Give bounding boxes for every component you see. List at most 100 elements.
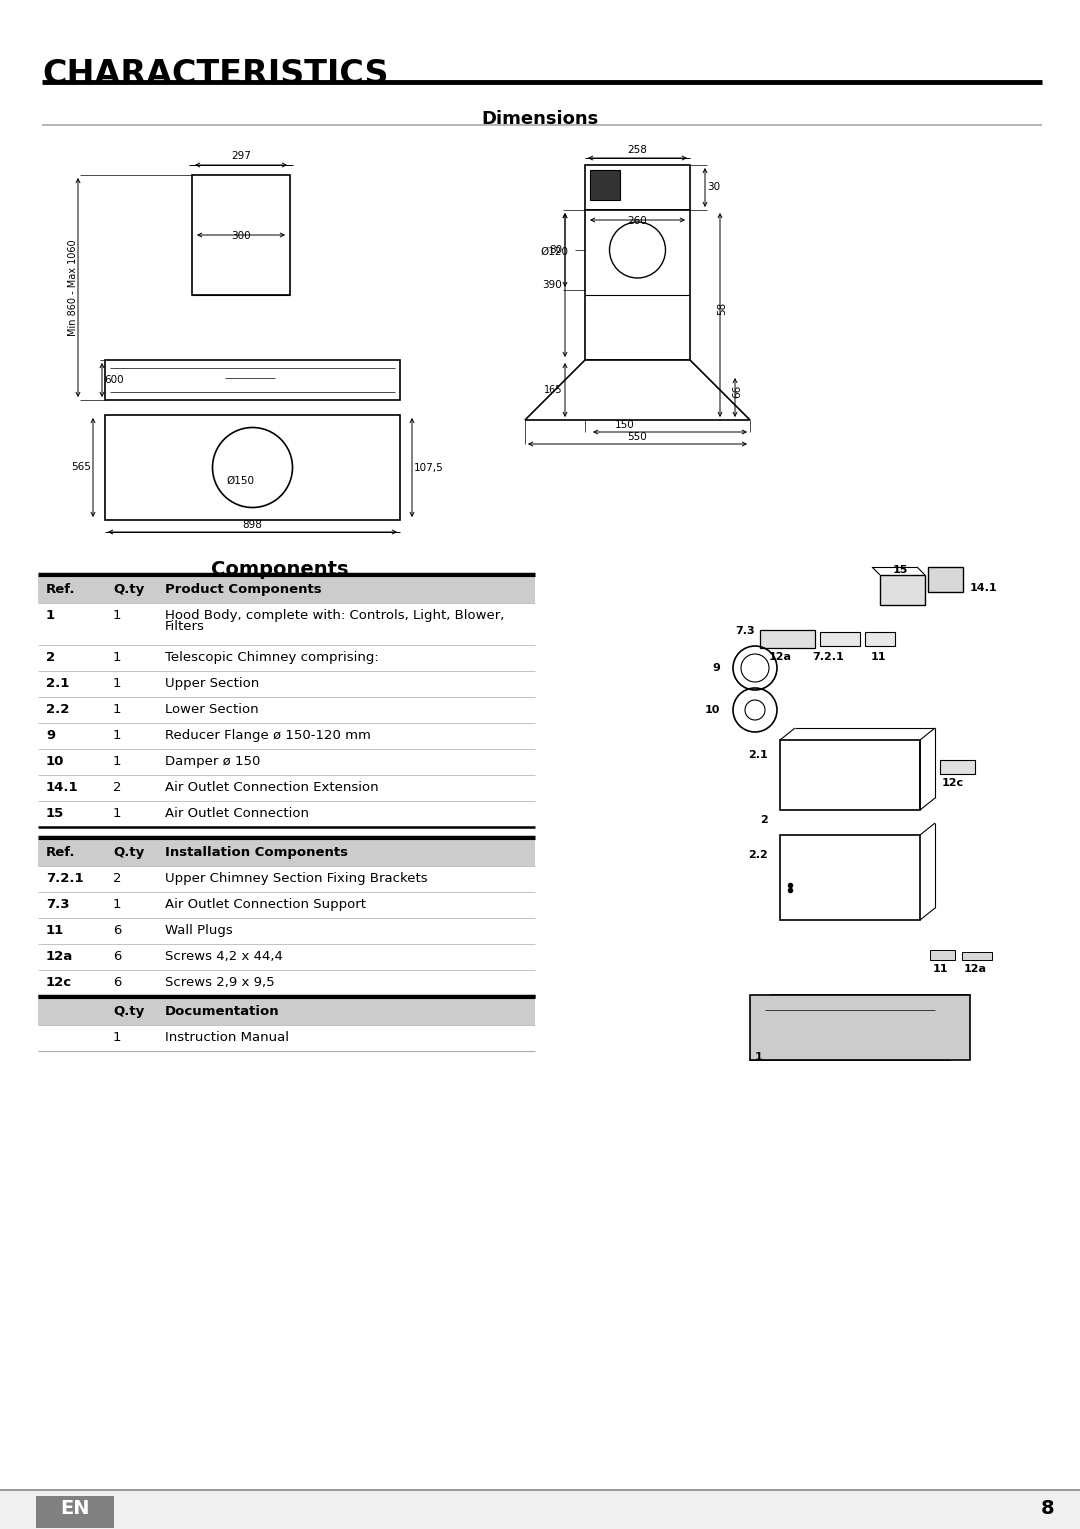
Text: 1: 1 xyxy=(113,807,121,820)
Polygon shape xyxy=(525,359,750,420)
Text: Q.ty: Q.ty xyxy=(113,583,145,596)
Text: 12a: 12a xyxy=(46,950,73,963)
Bar xyxy=(38,801,535,827)
Text: EN: EN xyxy=(60,1498,90,1518)
Bar xyxy=(38,969,535,995)
Text: 898: 898 xyxy=(243,520,262,531)
Text: 2: 2 xyxy=(113,781,121,794)
Text: 1: 1 xyxy=(113,729,121,742)
Text: Air Outlet Connection Support: Air Outlet Connection Support xyxy=(165,898,366,911)
Text: 7.3: 7.3 xyxy=(735,625,755,636)
Bar xyxy=(38,602,535,645)
Text: 1: 1 xyxy=(113,1031,121,1044)
Text: Air Outlet Connection: Air Outlet Connection xyxy=(165,807,309,820)
Bar xyxy=(38,865,535,891)
Text: Upper Section: Upper Section xyxy=(165,677,259,690)
Bar xyxy=(38,576,535,602)
Bar xyxy=(930,950,955,960)
Bar xyxy=(38,891,535,917)
Text: Min 860 - Max 1060: Min 860 - Max 1060 xyxy=(68,239,78,336)
Text: 12c: 12c xyxy=(46,976,72,989)
Text: 14.1: 14.1 xyxy=(970,583,998,593)
Text: Filters: Filters xyxy=(165,619,205,633)
Text: Installation Components: Installation Components xyxy=(165,846,348,859)
Text: Components: Components xyxy=(212,560,349,579)
Bar xyxy=(38,917,535,943)
Text: 260: 260 xyxy=(627,216,647,226)
Text: 6: 6 xyxy=(113,924,121,937)
Bar xyxy=(38,697,535,723)
Bar xyxy=(820,631,860,645)
Text: 1: 1 xyxy=(113,755,121,768)
Text: 8: 8 xyxy=(1041,1498,1055,1518)
Bar xyxy=(38,671,535,697)
Text: Dimensions: Dimensions xyxy=(482,110,598,128)
Text: 1: 1 xyxy=(113,898,121,911)
Text: 2.2: 2.2 xyxy=(46,703,69,716)
Text: 1: 1 xyxy=(113,703,121,716)
Bar xyxy=(940,760,975,774)
Text: 2: 2 xyxy=(46,651,55,664)
Bar xyxy=(105,414,400,520)
Text: 12a: 12a xyxy=(963,963,986,974)
Text: 6: 6 xyxy=(113,950,121,963)
Text: Documentation: Documentation xyxy=(165,1005,280,1018)
Text: 2: 2 xyxy=(113,872,121,885)
Bar xyxy=(780,835,920,920)
Text: Ref.: Ref. xyxy=(46,846,76,859)
Text: Screws 4,2 x 44,4: Screws 4,2 x 44,4 xyxy=(165,950,283,963)
Text: 390: 390 xyxy=(542,280,562,291)
Text: 10: 10 xyxy=(46,755,65,768)
Bar xyxy=(962,953,993,960)
Text: 297: 297 xyxy=(231,151,251,161)
Bar xyxy=(760,630,815,648)
Text: Q.ty: Q.ty xyxy=(113,1005,145,1018)
Text: 165: 165 xyxy=(543,385,562,394)
Bar xyxy=(36,1495,114,1527)
Bar xyxy=(38,723,535,749)
Text: 7.3: 7.3 xyxy=(46,898,69,911)
Text: 7.2.1: 7.2.1 xyxy=(812,651,843,662)
Text: Air Outlet Connection Extension: Air Outlet Connection Extension xyxy=(165,781,379,794)
Text: 1: 1 xyxy=(755,1052,762,1063)
Text: 11: 11 xyxy=(46,924,64,937)
Bar xyxy=(780,740,920,810)
Bar xyxy=(880,575,924,605)
Bar xyxy=(38,943,535,969)
Text: 1: 1 xyxy=(46,609,55,622)
Text: Damper ø 150: Damper ø 150 xyxy=(165,755,260,768)
Bar xyxy=(865,631,895,645)
Text: 66: 66 xyxy=(732,384,742,398)
Text: 11: 11 xyxy=(932,963,948,974)
Bar xyxy=(192,174,291,295)
Text: 2.1: 2.1 xyxy=(46,677,69,690)
Bar xyxy=(0,1489,1080,1529)
Text: 30: 30 xyxy=(707,182,720,193)
Text: Product Components: Product Components xyxy=(165,583,322,596)
Text: 80: 80 xyxy=(549,245,562,255)
Text: 107,5: 107,5 xyxy=(414,462,444,472)
Text: Upper Chimney Section Fixing Brackets: Upper Chimney Section Fixing Brackets xyxy=(165,872,428,885)
Text: 1: 1 xyxy=(113,677,121,690)
Text: Ref.: Ref. xyxy=(46,583,76,596)
Bar xyxy=(38,998,535,1024)
Text: 9: 9 xyxy=(712,664,720,673)
Text: 2.1: 2.1 xyxy=(748,751,768,760)
Text: 565: 565 xyxy=(71,462,91,472)
Bar xyxy=(585,209,690,359)
Text: 15: 15 xyxy=(46,807,64,820)
Text: Lower Section: Lower Section xyxy=(165,703,258,716)
Text: 150: 150 xyxy=(616,420,635,430)
Bar xyxy=(105,359,400,401)
Text: 15: 15 xyxy=(892,566,907,575)
Text: Ø120: Ø120 xyxy=(540,248,568,257)
Text: 58: 58 xyxy=(717,301,727,315)
Bar xyxy=(38,645,535,671)
Text: 600: 600 xyxy=(104,375,123,385)
Bar xyxy=(38,749,535,775)
Text: Reducer Flange ø 150-120 mm: Reducer Flange ø 150-120 mm xyxy=(165,729,370,742)
Text: Instruction Manual: Instruction Manual xyxy=(165,1031,289,1044)
Text: 10: 10 xyxy=(704,705,720,716)
Text: 550: 550 xyxy=(627,433,647,442)
Bar xyxy=(750,995,970,1060)
